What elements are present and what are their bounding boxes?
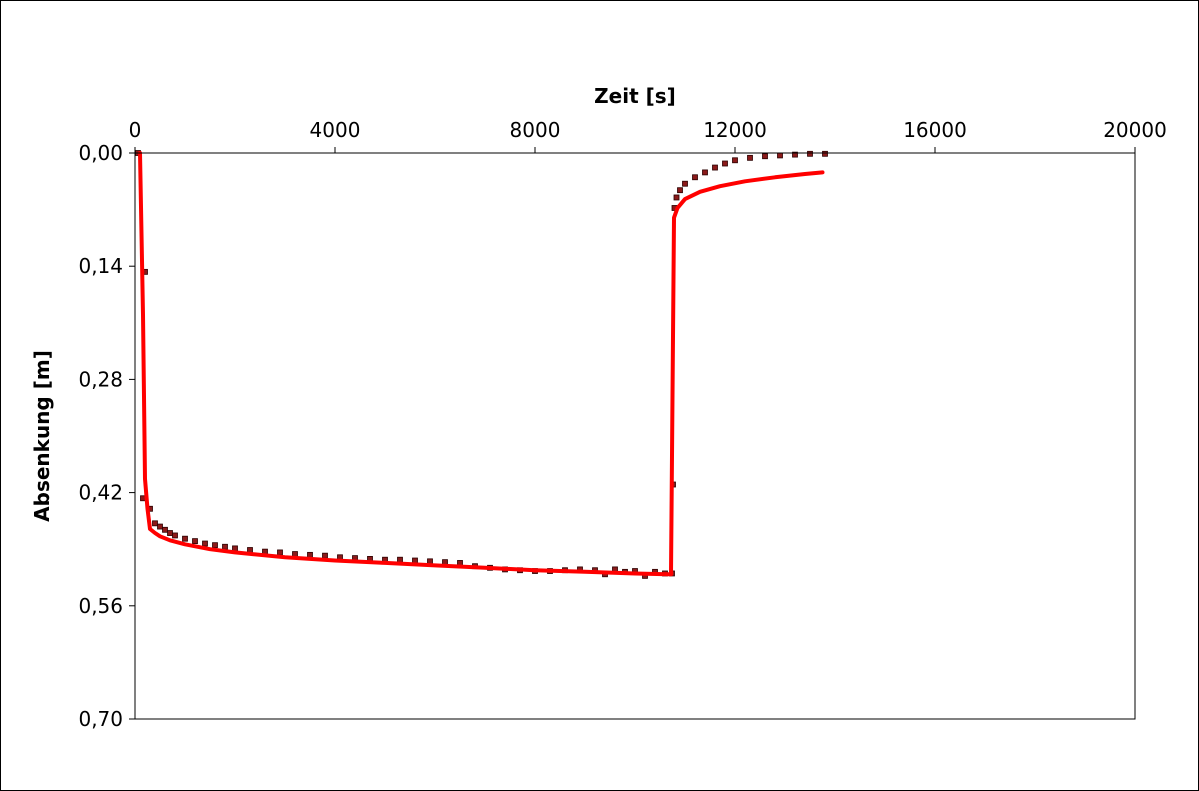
measured-point — [172, 532, 178, 539]
measured-point — [322, 552, 328, 559]
fit-curve-line — [138, 151, 825, 577]
measured-point — [152, 520, 158, 527]
measured-point — [222, 543, 228, 550]
y-ticks: 0,00 0,14 0,28 0,42 0,56 0,70 — [78, 141, 135, 731]
measured-point — [182, 535, 188, 542]
x-axis-title: Zeit [s] — [594, 84, 676, 108]
measured-point — [157, 523, 163, 530]
x-tick-label: 12000 — [703, 118, 767, 142]
y-tick-label: 0,00 — [78, 141, 123, 165]
measured-point — [732, 157, 738, 164]
measured-point — [712, 164, 718, 171]
measured-point — [702, 169, 708, 176]
measured-point — [747, 154, 753, 161]
measured-point — [192, 538, 198, 545]
measured-point — [777, 152, 783, 159]
measured-point — [822, 150, 828, 157]
y-tick-label: 0,42 — [78, 481, 123, 505]
measured-point — [292, 551, 298, 557]
y-tick-label: 0,56 — [78, 594, 123, 618]
measured-point — [673, 194, 680, 201]
y-tick-label: 0,14 — [78, 254, 123, 278]
y-tick-label: 0,28 — [78, 367, 123, 391]
measured-point — [277, 549, 283, 556]
measured-point — [792, 151, 798, 158]
x-tick-label: 0 — [129, 118, 142, 142]
plot-area — [134, 152, 1136, 720]
measured-point — [307, 551, 313, 558]
y-axis-title: Absenkung [m] — [30, 350, 54, 522]
measured-points — [135, 150, 828, 579]
x-ticks: 0 4000 8000 12000 16000 20000 — [129, 118, 1167, 153]
measured-point — [682, 180, 688, 187]
measured-point — [232, 545, 238, 552]
measured-point — [212, 542, 218, 549]
measured-point — [692, 174, 698, 181]
x-tick-label: 8000 — [510, 118, 561, 142]
measured-point — [762, 153, 768, 160]
measured-point — [167, 530, 173, 536]
measured-point — [722, 160, 728, 167]
x-tick-label: 20000 — [1103, 118, 1167, 142]
y-tick-label: 0,70 — [78, 707, 123, 731]
x-tick-label: 4000 — [310, 118, 361, 142]
measured-point — [412, 557, 418, 564]
measured-point — [397, 556, 403, 563]
measured-point — [677, 187, 683, 194]
fit-curve-group — [138, 151, 825, 577]
measured-point — [202, 540, 208, 547]
x-tick-label: 16000 — [903, 118, 967, 142]
measured-point — [162, 526, 168, 533]
measured-point — [807, 150, 813, 157]
